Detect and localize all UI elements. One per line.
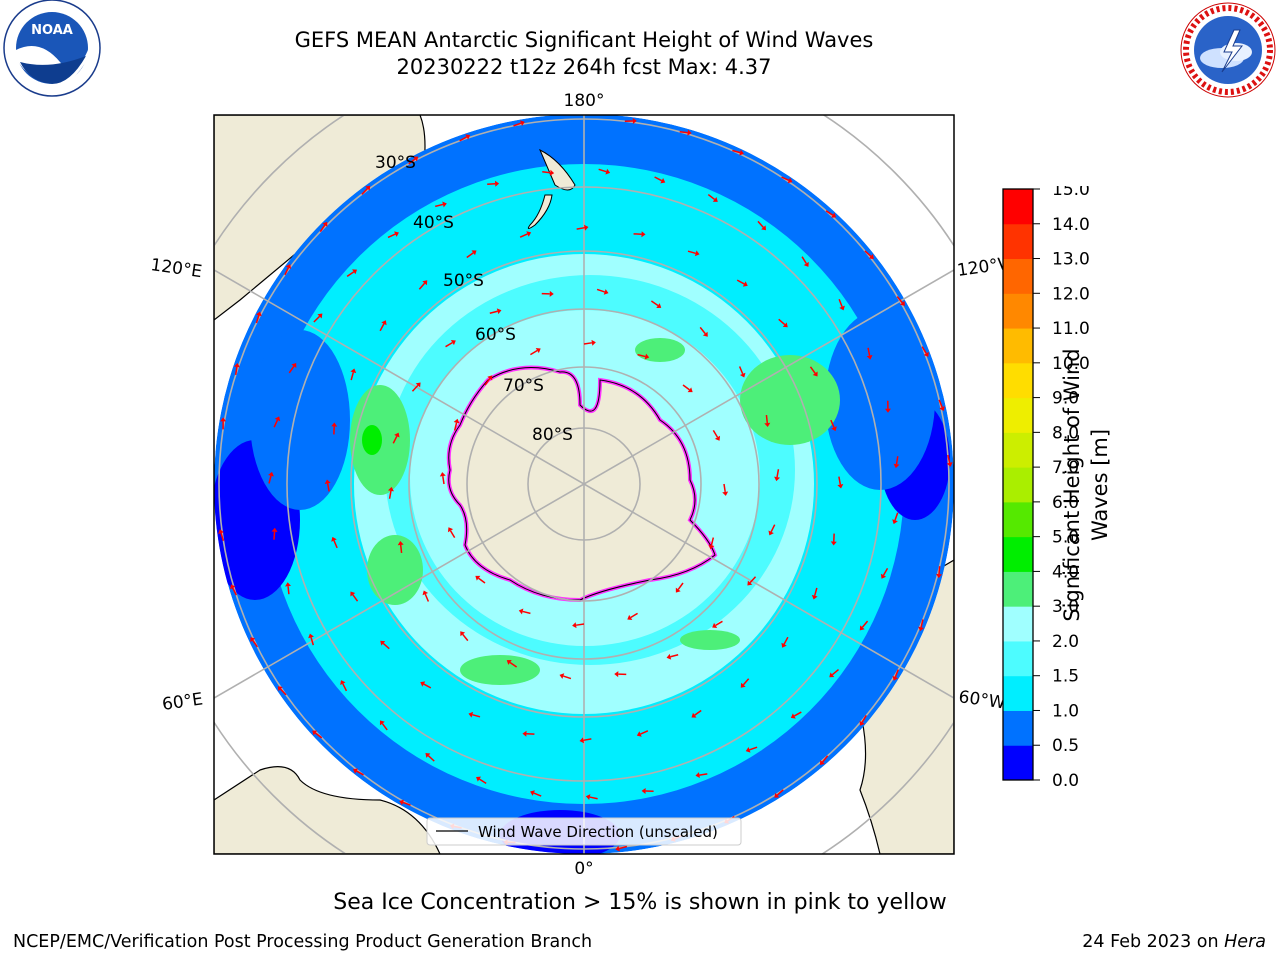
colorbar-swatch: [1003, 189, 1033, 224]
lat-label-40s: 40°S: [413, 213, 454, 233]
wind-arrow: [274, 532, 275, 540]
lon-label-120e: 120°E: [149, 255, 203, 282]
colorbar-swatch: [1003, 224, 1033, 259]
legend-box: Wind Wave Direction (unscaled): [427, 818, 741, 845]
wind-arrow: [939, 566, 940, 574]
lon-label-180: 180°: [564, 91, 605, 111]
colorbar-swatch: [1003, 537, 1033, 572]
lon-label-60e: 60°E: [161, 689, 204, 714]
colorbar-tick-label: 2.0: [1052, 632, 1079, 652]
colorbar-swatch: [1003, 328, 1033, 363]
colorbar-tick-label: 0.5: [1052, 736, 1079, 756]
colorbar-tick-label: 14.0: [1052, 215, 1090, 235]
footer-left: NCEP/EMC/Verification Post Processing Pr…: [13, 932, 592, 952]
colorbar-tick-label: 1.5: [1052, 667, 1079, 687]
wind-arrow: [401, 545, 402, 553]
colorbar-tick-label: 1.0: [1052, 701, 1079, 721]
colorbar-tick-label: 11.0: [1052, 319, 1090, 339]
lat-label-70s: 70°S: [503, 376, 544, 396]
colorbar-swatches: [1003, 189, 1033, 781]
lat-label-30s: 30°S: [375, 153, 416, 173]
legend-label: Wind Wave Direction (unscaled): [478, 823, 718, 841]
wind-arrow: [288, 586, 289, 594]
lat-label-60s: 60°S: [475, 325, 516, 345]
colorbar-tick-label: 12.0: [1052, 284, 1090, 304]
colorbar-swatch: [1003, 571, 1033, 606]
colorbar-swatch: [1003, 745, 1033, 780]
colorbar-swatch: [1003, 432, 1033, 467]
sea-ice-note: Sea Ice Concentration > 15% is shown in …: [0, 890, 1280, 915]
footer-right: 24 Feb 2023 on Hera: [1082, 932, 1266, 952]
lat-label-80s: 80°S: [532, 425, 573, 445]
colorbar-swatch: [1003, 398, 1033, 433]
colorbar-tick-label: 15.0: [1052, 186, 1090, 200]
colorbar-swatch: [1003, 641, 1033, 676]
colorbar-tick-label: 0.0: [1052, 771, 1079, 786]
colorbar-swatch: [1003, 676, 1033, 711]
colorbar-tick-label: 13.0: [1052, 250, 1090, 270]
lat-label-50s: 50°S: [443, 271, 484, 291]
colorbar-swatch: [1003, 467, 1033, 502]
wind-arrow: [542, 172, 550, 173]
colorbar-swatch: [1003, 259, 1033, 294]
colorbar-swatch: [1003, 502, 1033, 537]
wind-arrow: [680, 132, 688, 133]
wind-arrow: [766, 415, 767, 423]
colorbar-swatch: [1003, 363, 1033, 398]
colorbar-swatch: [1003, 606, 1033, 641]
colorbar-swatch: [1003, 710, 1033, 745]
lon-label-0: 0°: [574, 859, 593, 879]
colorbar-swatch: [1003, 293, 1033, 328]
